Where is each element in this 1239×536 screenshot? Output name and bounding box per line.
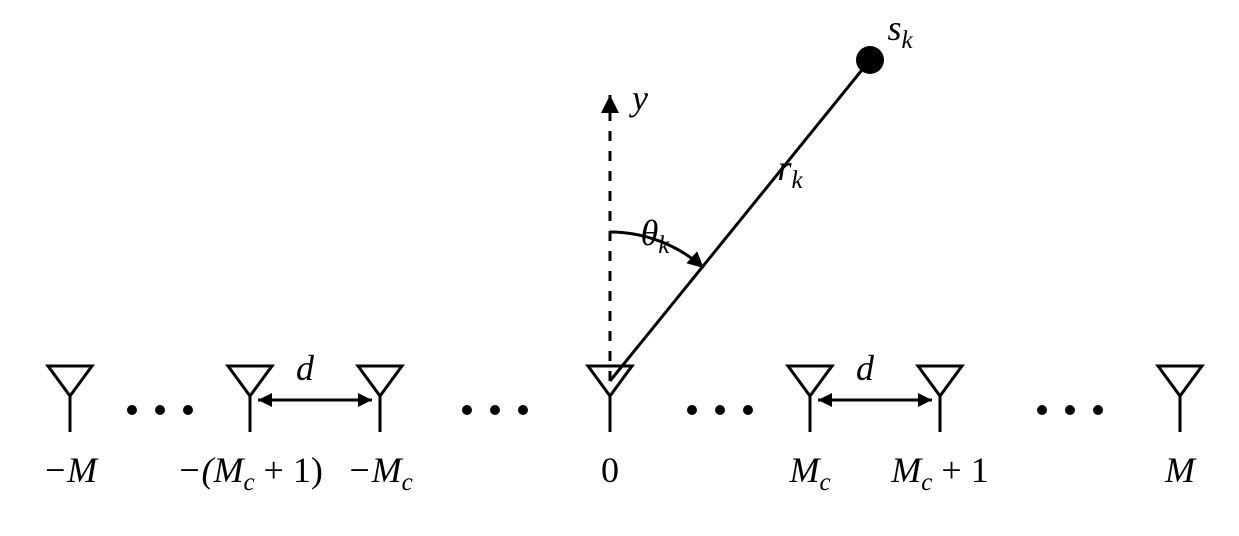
antenna-element — [48, 366, 92, 396]
ellipsis-dot — [518, 405, 528, 415]
antenna-index-label: Mc — [788, 450, 830, 496]
antenna-element — [788, 366, 832, 396]
source-point — [856, 46, 884, 74]
spacing-label-d: d — [856, 348, 875, 388]
antenna-index-label: −(Mc + 1) — [177, 450, 323, 496]
antenna-element — [1158, 366, 1202, 396]
range-label: rk — [777, 148, 803, 194]
y-axis-label: y — [629, 78, 648, 118]
antenna-index-label: Mc + 1 — [890, 450, 988, 496]
antenna-element — [918, 366, 962, 396]
ellipsis-dot — [687, 405, 697, 415]
angle-label: θk — [641, 213, 671, 259]
antenna-index-label: −Mc — [347, 450, 412, 496]
antenna-element — [358, 366, 402, 396]
ellipsis-dot — [1065, 405, 1075, 415]
ellipsis-dot — [155, 405, 165, 415]
ellipsis-dot — [127, 405, 137, 415]
antenna-index-label: 0 — [601, 450, 619, 490]
antenna-element — [228, 366, 272, 396]
ellipsis-dot — [715, 405, 725, 415]
ellipsis-dot — [462, 405, 472, 415]
ellipsis-dot — [490, 405, 500, 415]
ellipsis-dot — [183, 405, 193, 415]
ellipsis-dot — [1037, 405, 1047, 415]
antenna-index-label: −M — [43, 450, 99, 490]
antenna-index-label: M — [1164, 450, 1197, 490]
spacing-label-d: d — [296, 348, 315, 388]
ellipsis-dot — [1093, 405, 1103, 415]
ellipsis-dot — [743, 405, 753, 415]
source-label: sk — [887, 8, 913, 54]
